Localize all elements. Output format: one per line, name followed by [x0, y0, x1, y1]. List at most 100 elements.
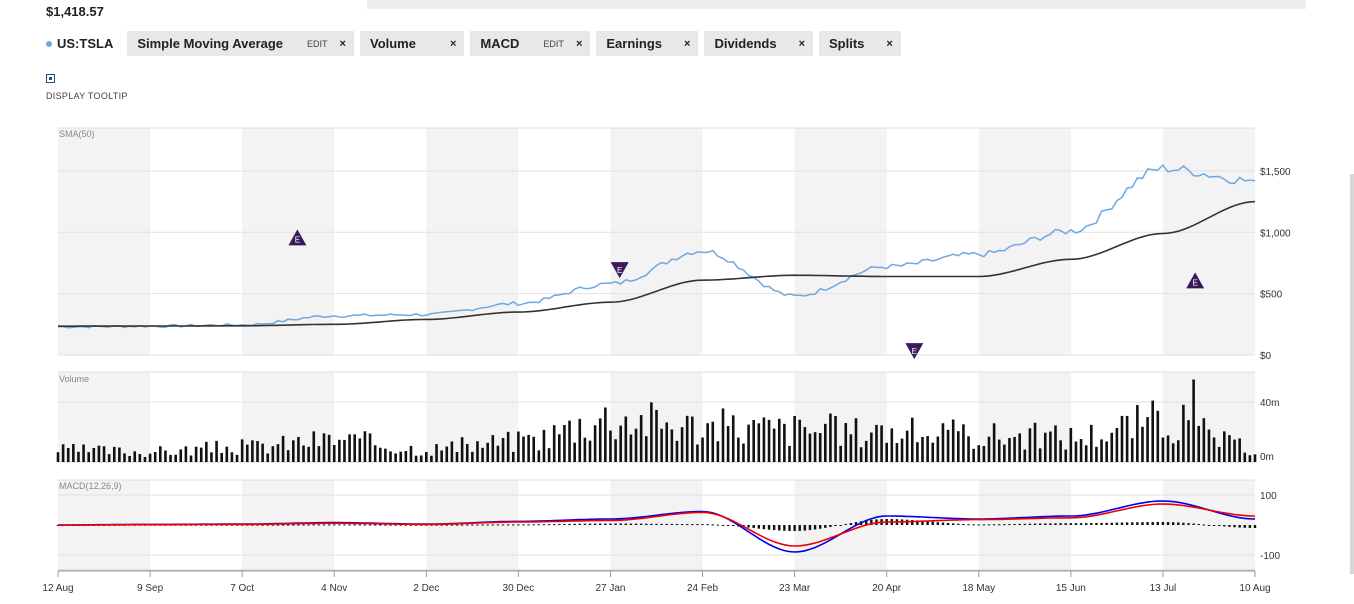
macd-histogram-bar [552, 524, 556, 526]
volume-bar [251, 440, 254, 462]
volume-bar [885, 442, 888, 462]
macd-histogram-bar [547, 524, 551, 526]
macd-histogram-bar [1008, 524, 1011, 526]
volume-bar [184, 446, 188, 462]
indicator-label: Earnings [606, 36, 662, 51]
volume-bar [670, 429, 674, 462]
page-scrollbar[interactable] [1350, 174, 1354, 574]
volume-bar [302, 445, 305, 462]
macd-histogram-bar [343, 524, 346, 526]
macd-histogram-bar [1079, 523, 1083, 525]
macd-histogram-bar [1003, 524, 1006, 526]
indicator-chip-macd[interactable]: MACD EDIT × [470, 31, 591, 56]
edit-button[interactable]: EDIT [543, 38, 564, 49]
indicator-chip-splits[interactable]: Splits × [819, 31, 901, 56]
volume-bar [890, 428, 894, 462]
macd-histogram-bar [286, 524, 290, 526]
close-icon[interactable]: × [339, 37, 346, 50]
volume-bar [962, 424, 965, 462]
indicator-chip-symbol[interactable]: US:TSLA [46, 31, 121, 56]
volume-bar [609, 430, 612, 462]
volume-bar [1049, 431, 1052, 462]
volume-tick-label: 40m [1260, 398, 1279, 409]
volume-bar [619, 425, 622, 462]
macd-histogram-bar [987, 524, 991, 526]
volume-bar [210, 452, 213, 462]
indicator-chip-volume[interactable]: Volume × [359, 31, 465, 56]
volume-bar [829, 413, 832, 462]
macd-histogram-bar [1090, 523, 1093, 525]
volume-bar [266, 453, 270, 462]
volume-bar [936, 436, 940, 462]
close-icon[interactable]: × [575, 37, 583, 50]
macd-histogram-bar [747, 525, 750, 528]
x-tick-label: 13 Jul [1150, 583, 1177, 594]
volume-bar [465, 444, 469, 462]
volume-bar [245, 444, 249, 462]
close-icon[interactable]: × [684, 37, 691, 50]
volume-bar [230, 452, 234, 462]
macd-histogram-bar [696, 524, 699, 526]
macd-histogram-bar [578, 523, 581, 525]
macd-histogram-bar [1110, 522, 1113, 525]
macd-histogram-bar [307, 524, 310, 526]
macd-histogram-bar [1207, 525, 1211, 526]
volume-bar [82, 444, 85, 462]
macd-histogram-bar [573, 523, 576, 525]
macd-histogram-bar [655, 523, 658, 525]
volume-bar [430, 455, 433, 462]
close-icon[interactable]: × [449, 37, 457, 50]
volume-bar [1146, 417, 1149, 462]
macd-histogram-bar [1253, 525, 1257, 528]
macd-histogram-bar [1151, 522, 1154, 525]
volume-bar [102, 446, 106, 462]
indicator-chip-earnings[interactable]: Earnings × [596, 31, 699, 56]
volume-bar [343, 439, 346, 462]
volume-bar [593, 425, 597, 462]
volume-bar [972, 448, 975, 462]
indicator-chip-sma[interactable]: Simple Moving Average EDIT × [127, 31, 354, 56]
macd-histogram-bar [670, 523, 674, 525]
tooltip-checkbox[interactable] [46, 74, 55, 83]
volume-bar [471, 451, 474, 462]
macd-histogram-bar [486, 524, 489, 526]
volume-bar [527, 434, 530, 462]
volume-bar [169, 454, 172, 462]
volume-bar [1161, 437, 1165, 462]
macd-histogram-bar [767, 525, 771, 530]
earnings-marker [610, 262, 629, 279]
x-tick-label: 24 Feb [687, 583, 719, 594]
top-scroll-track[interactable] [367, 0, 1306, 9]
macd-histogram-bar [476, 524, 479, 526]
macd-histogram-bar [1054, 523, 1057, 525]
macd-histogram-bar [762, 525, 766, 530]
volume-bar [870, 432, 873, 462]
macd-histogram-bar [639, 523, 643, 525]
earnings-marker-label: E [295, 235, 300, 244]
volume-bar [1192, 379, 1195, 462]
close-icon[interactable]: × [886, 37, 893, 50]
macd-histogram-bar [870, 519, 873, 525]
macd-histogram-bar [491, 524, 495, 526]
indicator-chip-dividends[interactable]: Dividends × [704, 31, 813, 56]
volume-bar [926, 436, 929, 462]
close-icon[interactable]: × [798, 37, 805, 50]
macd-histogram-bar [1131, 522, 1134, 525]
macd-histogram-bar [788, 525, 791, 531]
volume-bar [1243, 452, 1247, 462]
signal-line-series [58, 503, 1256, 547]
macd-histogram-bar [1202, 524, 1206, 526]
edit-button[interactable]: EDIT [307, 38, 328, 49]
volume-bar [1187, 420, 1190, 462]
volume-bar [696, 444, 699, 462]
volume-bar [691, 416, 694, 462]
macd-histogram-bar [327, 524, 331, 526]
macd-histogram-bar [1038, 523, 1042, 525]
macd-histogram-bar [363, 524, 367, 526]
volume-bar [1110, 432, 1114, 462]
macd-histogram-bar [379, 524, 382, 526]
macd-histogram-bar [1187, 523, 1190, 525]
macd-histogram-bar [1212, 525, 1216, 526]
volume-bar [409, 445, 413, 462]
